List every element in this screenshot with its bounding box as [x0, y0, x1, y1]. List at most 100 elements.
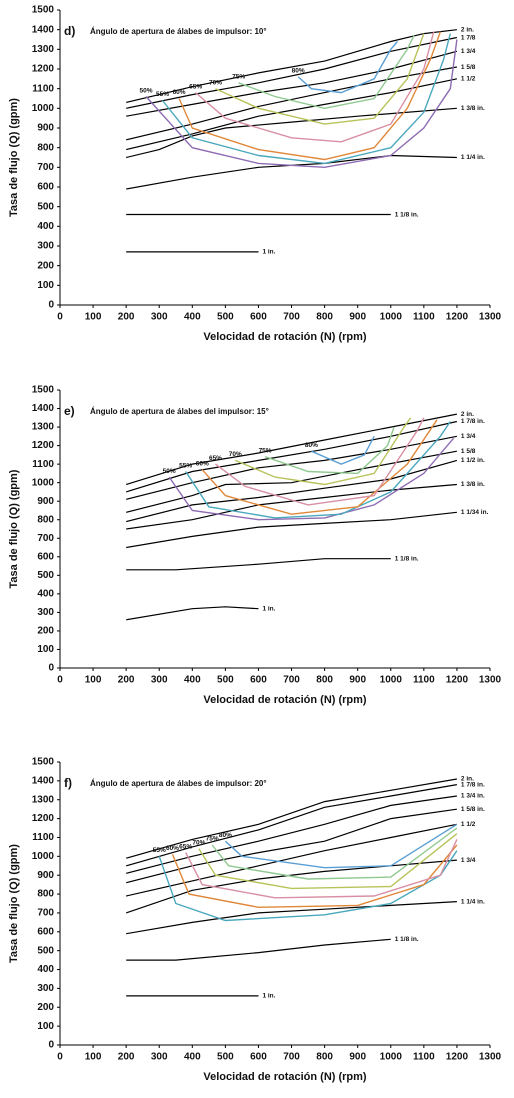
x-tick-label: 1100 [413, 312, 435, 323]
series-label: 70% [192, 840, 205, 847]
x-tick-label: 1000 [380, 312, 403, 323]
y-tick-label: 1300 [32, 422, 55, 433]
x-tick-label: 600 [250, 312, 267, 323]
y-tick-label: 800 [37, 142, 54, 153]
series-label: 1 in. [262, 605, 275, 612]
series-label: 1 3/4 [461, 48, 476, 55]
y-tick-label: 500 [37, 945, 54, 956]
series-line [297, 41, 398, 94]
x-tick-label: 300 [151, 675, 168, 686]
y-tick-label: 1200 [32, 813, 55, 824]
x-tick-label: 700 [283, 312, 300, 323]
series-label: 2 in. [461, 776, 474, 783]
y-tick-label: 1200 [32, 440, 55, 451]
y-tick-label: 800 [37, 889, 54, 900]
y-tick-label: 1500 [32, 5, 55, 16]
series-line [126, 938, 391, 961]
y-tick-label: 1500 [32, 385, 55, 396]
y-tick-label: 300 [37, 241, 54, 252]
y-tick-label: 1300 [32, 794, 55, 805]
x-tick-label: 800 [316, 675, 333, 686]
x-tick-label: 1300 [479, 312, 502, 323]
chart-title: Ángulo de apertura de álabes del impulso… [90, 407, 269, 416]
x-tick-label: 0 [57, 675, 63, 686]
x-tick-label: 100 [85, 312, 102, 323]
series-line [126, 808, 457, 884]
series-line [126, 435, 458, 500]
x-tick-label: 1200 [446, 312, 469, 323]
y-tick-label: 1100 [32, 459, 54, 470]
series-label: 1 3/4 in. [461, 793, 485, 800]
series-label: 70% [229, 451, 242, 458]
y-tick-label: 700 [37, 162, 54, 173]
x-tick-label: 1100 [413, 1052, 435, 1063]
x-tick-label: 400 [184, 675, 201, 686]
series-label: 75% [232, 73, 245, 80]
series-label: 65% [189, 83, 202, 90]
series-line [235, 417, 412, 486]
series-label: 1 1/8 in. [395, 555, 419, 562]
y-tick-label: 400 [37, 589, 54, 600]
series-line [126, 413, 458, 486]
series-label: 50% [139, 87, 152, 94]
series-line [145, 39, 458, 169]
y-tick-label: 700 [37, 533, 54, 544]
series-line [168, 437, 455, 521]
series-label: 1 1/8 in. [395, 211, 419, 218]
series-line [126, 154, 457, 190]
y-tick-label: 1400 [32, 776, 55, 787]
series-label: 70% [209, 79, 222, 86]
series-label: 60% [166, 845, 179, 852]
series-label: 2 in. [461, 26, 474, 33]
x-tick-label: 300 [151, 312, 168, 323]
series-label: 1 3/8 in. [461, 481, 485, 488]
series-line [185, 421, 451, 519]
series-label: 60% [196, 460, 209, 467]
series-label: 1 3/8 in. [461, 105, 485, 112]
y-tick-label: 1400 [32, 403, 55, 414]
y-tick-label: 1500 [32, 757, 55, 768]
series-label: 1 7/8 in. [461, 781, 485, 788]
y-axis-label: Tasa de flujo (Q) (gpm) [8, 98, 20, 217]
series-line [126, 66, 458, 141]
x-tick-label: 500 [217, 1052, 234, 1063]
x-tick-label: 1000 [380, 675, 403, 686]
y-tick-label: 1200 [32, 64, 55, 75]
y-tick-label: 1100 [32, 832, 54, 843]
x-tick-label: 1000 [380, 1052, 403, 1063]
y-tick-label: 100 [37, 1021, 54, 1032]
x-tick-label: 600 [250, 675, 267, 686]
series-line [126, 420, 458, 493]
y-tick-label: 1300 [32, 44, 55, 55]
y-tick-label: 900 [37, 123, 54, 134]
y-tick-label: 100 [37, 280, 54, 291]
series-line [185, 839, 458, 899]
series-line [126, 107, 457, 159]
series-label: 1 7/8 in. [461, 418, 485, 425]
y-axis-label: Tasa de flujo (Q) (gpm) [8, 469, 20, 588]
series-line [126, 859, 457, 914]
series-line [126, 50, 458, 117]
y-tick-label: 300 [37, 983, 54, 994]
series-label: 75% [206, 836, 219, 843]
y-tick-label: 1100 [32, 83, 54, 94]
series-label: 75% [259, 447, 272, 454]
series-label: 60% [173, 89, 186, 96]
series-line [126, 901, 457, 935]
y-tick-label: 600 [37, 182, 54, 193]
series-label: 2 in. [461, 411, 474, 418]
x-tick-label: 200 [118, 312, 135, 323]
series-label: 80% [219, 832, 232, 839]
series-label: 1 7/8 [461, 34, 476, 41]
x-tick-label: 900 [349, 675, 366, 686]
series-line [311, 435, 375, 465]
y-tick-label: 400 [37, 964, 54, 975]
series-line [211, 827, 458, 880]
x-tick-label: 500 [217, 675, 234, 686]
x-tick-label: 200 [118, 675, 135, 686]
series-label: 1 3/4 [461, 857, 476, 864]
x-tick-label: 600 [250, 1052, 267, 1063]
series-line [201, 419, 438, 515]
x-tick-label: 400 [184, 312, 201, 323]
series-label: 1 3/4 [461, 433, 476, 440]
